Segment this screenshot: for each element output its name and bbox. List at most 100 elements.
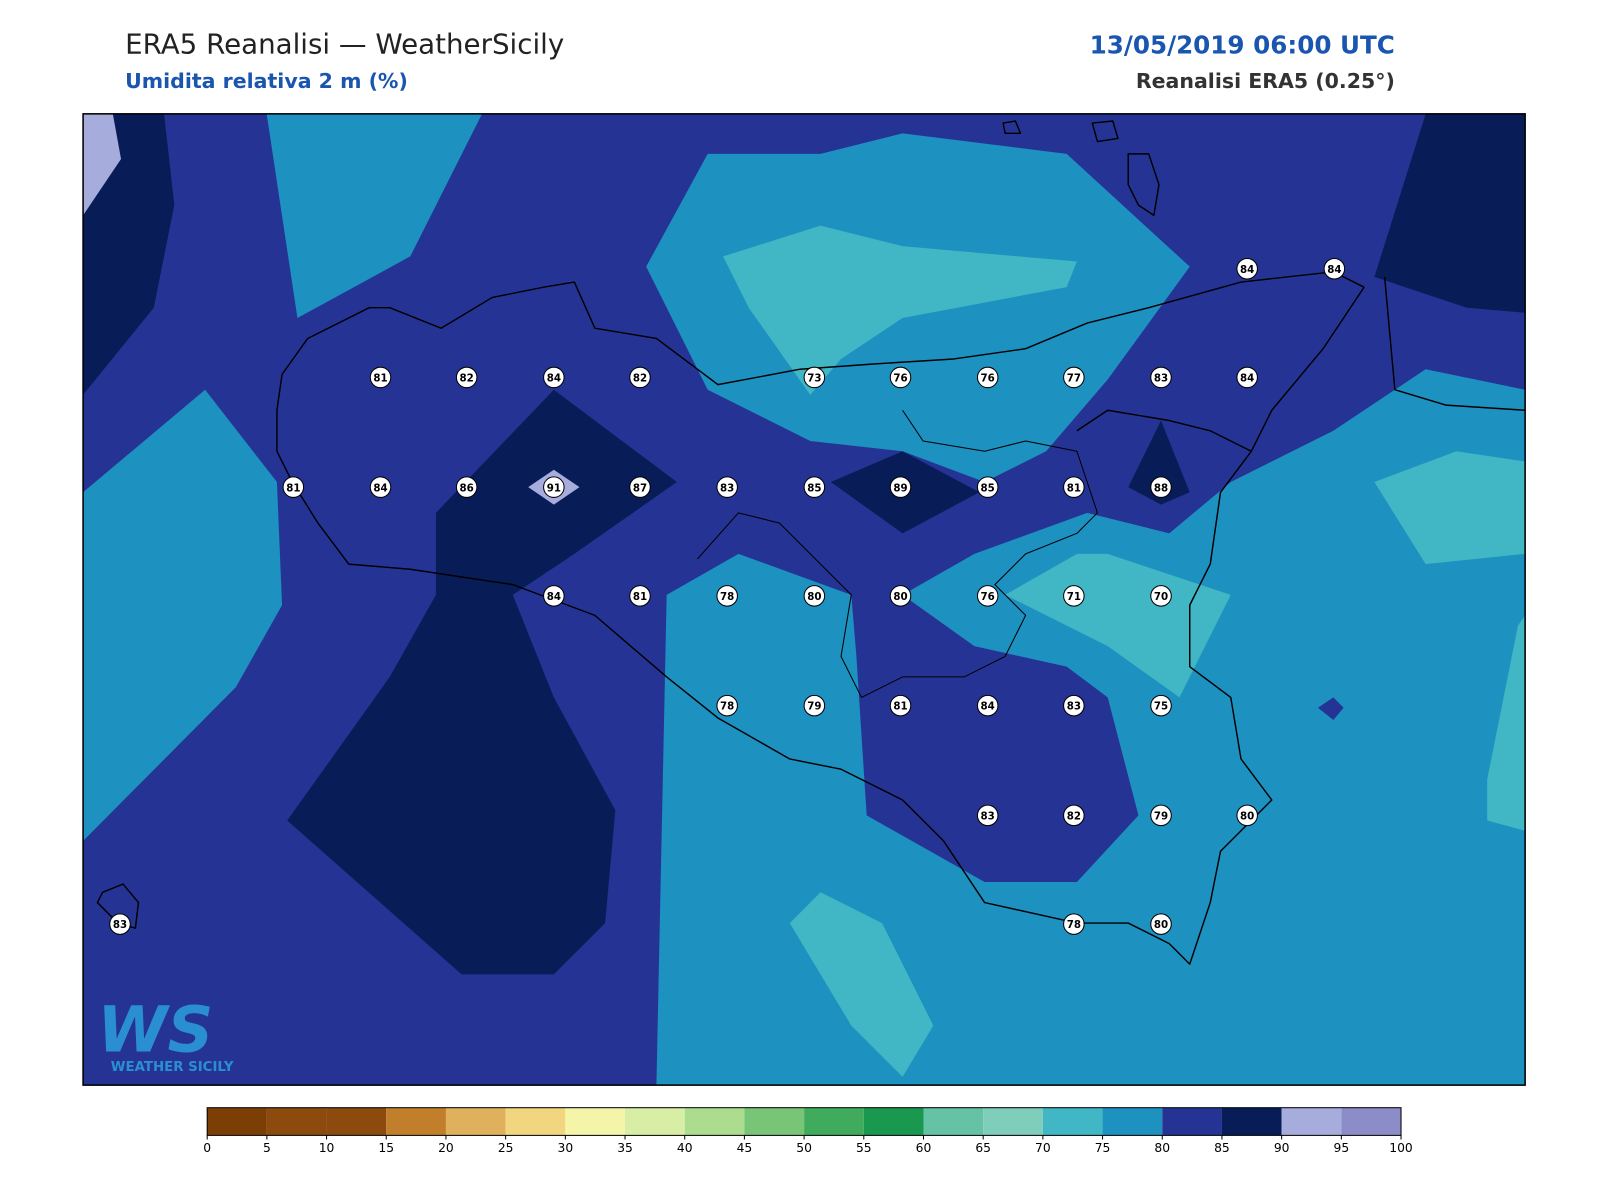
station: 84: [1236, 366, 1258, 389]
station: 84: [543, 366, 565, 389]
station-marker: [1150, 804, 1172, 827]
coastline: [1076, 286, 1365, 452]
station-value: 79: [807, 701, 821, 713]
contour: [656, 369, 1526, 1086]
station-marker: [976, 804, 999, 827]
station: 89: [889, 476, 912, 498]
subtitle: Umidita relativa 2 m (%): [125, 69, 408, 93]
station: 81: [629, 585, 651, 607]
contour: [789, 892, 934, 1077]
station-value: 80: [1240, 810, 1254, 822]
station: 78: [716, 585, 738, 607]
colorbar-tick-label: 35: [617, 1141, 633, 1155]
station-value: 83: [981, 810, 995, 822]
contour: [83, 113, 122, 216]
contour: [1005, 553, 1231, 698]
colorbar-segment: [983, 1107, 1043, 1136]
station-marker: [803, 585, 826, 607]
province-border: [697, 409, 1098, 698]
station-value: 81: [373, 373, 387, 385]
station-value: 83: [1067, 701, 1081, 713]
contour: [1374, 451, 1526, 565]
station-marker: [803, 366, 826, 389]
colorbar-segment: [804, 1107, 864, 1136]
station-marker: [369, 476, 392, 498]
station-value: 91: [547, 482, 561, 494]
contour: [83, 389, 283, 842]
station: 86: [455, 476, 478, 498]
station: 78: [716, 694, 738, 717]
station-marker: [1150, 366, 1172, 389]
station-marker: [455, 366, 478, 389]
colorbar-segment: [326, 1107, 387, 1136]
station-value: 84: [1240, 264, 1254, 276]
colorbar-tick-label: 90: [1274, 1141, 1290, 1155]
station: 79: [1150, 804, 1172, 827]
station: 78: [1063, 913, 1085, 935]
station-value: 89: [893, 482, 907, 494]
station-value: 80: [1154, 919, 1168, 931]
date: 13/05/2019 06:00 UTC: [1090, 30, 1395, 59]
colorbar-tick-label: 20: [438, 1141, 454, 1155]
stations: 84 84 81 82 84 82 73 76 76 77 83 84 81 84 86 91 87 83 85 89…: [109, 257, 1346, 935]
station-value: 81: [1067, 482, 1081, 494]
station-marker: [1323, 257, 1346, 280]
station: 80: [889, 585, 912, 607]
colorbar-segment: [1162, 1107, 1222, 1136]
station-marker: [1236, 366, 1258, 389]
station-marker: [109, 913, 131, 935]
station-value: 84: [373, 482, 387, 494]
station-marker: [716, 585, 738, 607]
station-value: 77: [1067, 373, 1081, 385]
station-value: 88: [1154, 482, 1168, 494]
station-value: 70: [1154, 591, 1168, 603]
colorbar-segment: [1042, 1107, 1103, 1136]
contour: [1128, 420, 1190, 505]
station-marker: [803, 694, 826, 717]
map: 84 84 81 82 84 82 73 76 76 77 83 84 81 84 86 91 87 83 85 89…: [82, 113, 1526, 1086]
station-marker: [716, 694, 738, 717]
station-value: 83: [720, 482, 734, 494]
station: 70: [1150, 585, 1172, 607]
station: 83: [109, 913, 131, 935]
station: 71: [1063, 585, 1085, 607]
station-value: 84: [547, 591, 561, 603]
station-value: 84: [981, 701, 995, 713]
station: 84: [543, 585, 565, 607]
station-marker: [543, 585, 565, 607]
station-value: 79: [1154, 810, 1168, 822]
logo: WS WEATHER SICILY: [97, 992, 233, 1074]
station-value: 81: [633, 591, 647, 603]
station: 88: [1150, 476, 1172, 498]
station-value: 80: [807, 591, 821, 603]
station-value: 81: [893, 701, 907, 713]
station-marker: [1063, 694, 1085, 717]
station: 82: [629, 366, 651, 389]
station: 81: [369, 366, 392, 389]
coastline: [1127, 153, 1160, 217]
colorbar-tick-label: 15: [378, 1141, 394, 1155]
station-value: 78: [720, 701, 734, 713]
map-frame: [82, 113, 1526, 1086]
station: 84: [1323, 257, 1346, 280]
coastline: [1002, 120, 1022, 135]
colorbar-segment: [505, 1107, 566, 1136]
station: 83: [1063, 694, 1085, 717]
colorbar-tick-label: 100: [1389, 1141, 1412, 1155]
station: 76: [976, 585, 999, 607]
colorbar-segment: [744, 1107, 805, 1136]
station-value: 82: [1067, 810, 1081, 822]
colorbar-segment: [1221, 1107, 1282, 1136]
station-marker: [889, 366, 912, 389]
station-marker: [1063, 476, 1085, 498]
station-marker: [1063, 913, 1085, 935]
colorbar-segment: [565, 1107, 626, 1136]
colorbar-tick-label: 40: [677, 1141, 693, 1155]
contour: [1487, 615, 1526, 831]
station: 87: [629, 476, 651, 498]
colorbar-tick-label: 50: [796, 1141, 812, 1155]
station-value: 86: [460, 482, 474, 494]
colorbar: 0 5 10 15 20 25 30 35 40 45 50 55 60 65 70 75 80 85 90 95 10…: [203, 1107, 1413, 1155]
colorbar-tick-label: 65: [975, 1141, 991, 1155]
